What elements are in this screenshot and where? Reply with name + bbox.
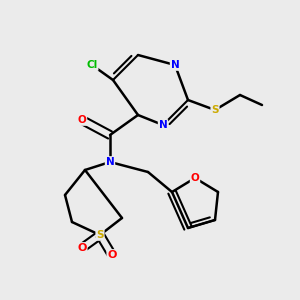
Text: N: N [159, 120, 167, 130]
Text: N: N [171, 60, 179, 70]
Text: O: O [107, 250, 117, 260]
Text: N: N [106, 157, 114, 167]
Text: O: O [190, 173, 200, 183]
Text: S: S [211, 105, 219, 115]
Text: O: O [78, 115, 86, 125]
Text: Cl: Cl [86, 60, 98, 70]
Text: O: O [77, 243, 87, 253]
Text: S: S [96, 230, 104, 240]
